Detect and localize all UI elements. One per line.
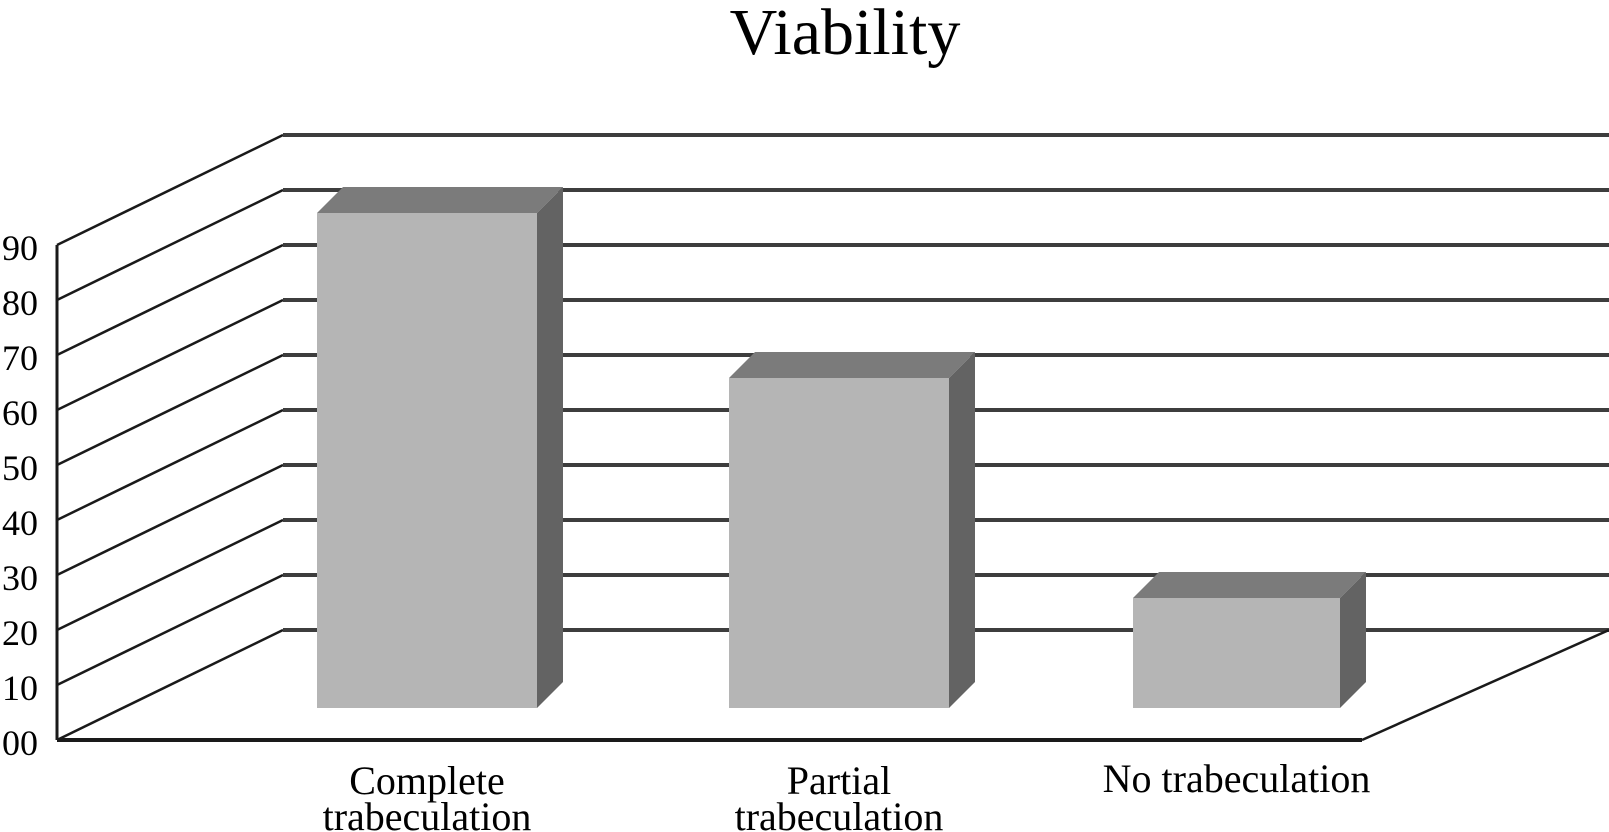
gridline-diagonal	[56, 298, 284, 412]
y-tick-label: 20	[2, 613, 38, 653]
bar-1	[317, 187, 563, 708]
y-tick-label: 30	[2, 558, 38, 598]
gridline-diagonal	[56, 133, 284, 247]
bar-side-face	[949, 352, 975, 708]
gridline-diagonal	[56, 463, 284, 577]
plot-frame	[55, 245, 1609, 742]
bar-front-face	[729, 378, 949, 708]
y-tick-label: 80	[2, 283, 38, 323]
bar-2	[729, 352, 975, 708]
y-tick-label: 40	[2, 503, 38, 543]
category-label: No trabeculation	[1103, 756, 1371, 801]
bar-top-face	[317, 187, 563, 213]
gridline-diagonal	[56, 188, 284, 302]
gridline-diagonal	[56, 518, 284, 632]
floor-right-edge	[1361, 628, 1609, 742]
y-tick-label: 60	[2, 393, 38, 433]
y-tick-label: 50	[2, 448, 38, 488]
y-tick-label: 90	[2, 228, 38, 268]
y-tick-label: 00	[2, 723, 38, 763]
bars	[317, 187, 1366, 708]
bar-front-face	[317, 213, 537, 708]
category-labels: Complete trabeculation Partial trabeculatio…	[323, 756, 1371, 832]
bar-side-face	[537, 187, 563, 708]
category-label: Partial trabeculation	[735, 758, 944, 832]
gridline-diagonal	[56, 573, 284, 687]
bar-front-face	[1133, 598, 1340, 708]
y-tick-label: 10	[2, 668, 38, 708]
bar-side-face	[1340, 572, 1366, 708]
bar-top-face	[729, 352, 975, 378]
chart-title: Viability	[730, 0, 961, 69]
gridline-diagonal	[56, 628, 284, 742]
gridline-diagonal	[56, 408, 284, 522]
gridline-diagonal	[56, 243, 284, 357]
bar-top-face	[1133, 572, 1366, 598]
y-tick-label: 70	[2, 338, 38, 378]
bar-3	[1133, 572, 1366, 708]
y-axis-labels: 00 10 20 30 40 50 60 70 80 90	[2, 228, 38, 763]
gridline-diagonal	[56, 353, 284, 467]
category-label: Complete trabeculation	[323, 758, 532, 832]
